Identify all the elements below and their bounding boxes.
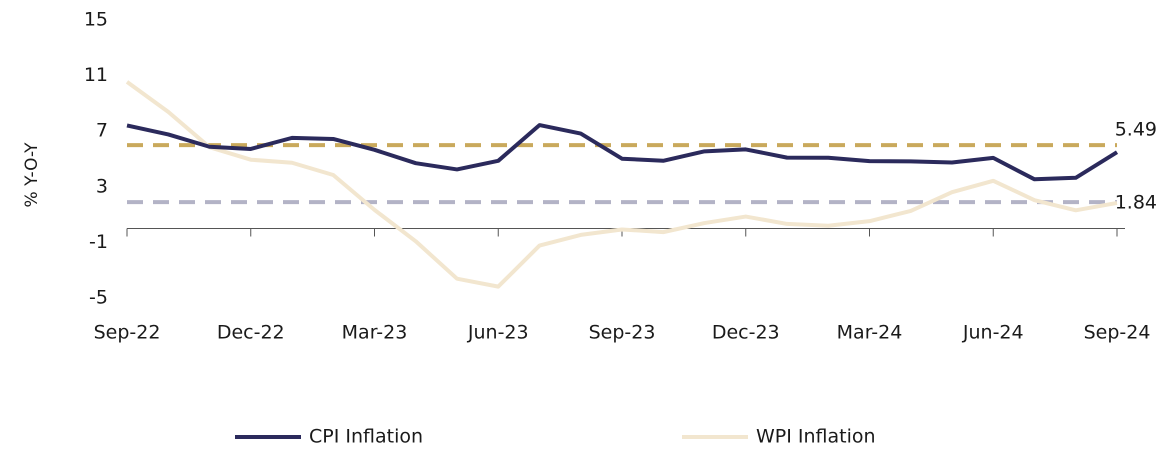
y-tick-label: 7 (96, 120, 108, 142)
y-tick-label: 11 (84, 64, 108, 86)
x-tick-label: Sep-23 (589, 322, 656, 344)
x-tick-label: Mar-24 (837, 322, 903, 344)
y-tick-label: 3 (96, 175, 108, 197)
legend-label: WPI Inflation (756, 426, 876, 448)
x-tick-label: Mar-23 (342, 322, 408, 344)
series-line (126, 123, 1119, 182)
legend-label: CPI Inflation (309, 426, 423, 448)
x-tick-label: Sep-22 (94, 322, 161, 344)
x-tick-label: Jun-23 (467, 322, 529, 344)
y-tick-label: -1 (89, 231, 108, 253)
value-label: 5.49 (1115, 119, 1157, 141)
y-axis-label: % Y-O-Y (22, 142, 42, 208)
series-line (125, 80, 1118, 289)
x-tick-label: Jun-24 (962, 322, 1024, 344)
x-tick-label: Dec-23 (712, 322, 780, 344)
y-tick-label: -5 (89, 287, 108, 309)
x-tick-label: Sep-24 (1084, 322, 1151, 344)
y-tick-label: 15 (84, 9, 108, 31)
value-label: 1.84 (1115, 191, 1157, 213)
x-tick-label: Dec-22 (217, 322, 285, 344)
